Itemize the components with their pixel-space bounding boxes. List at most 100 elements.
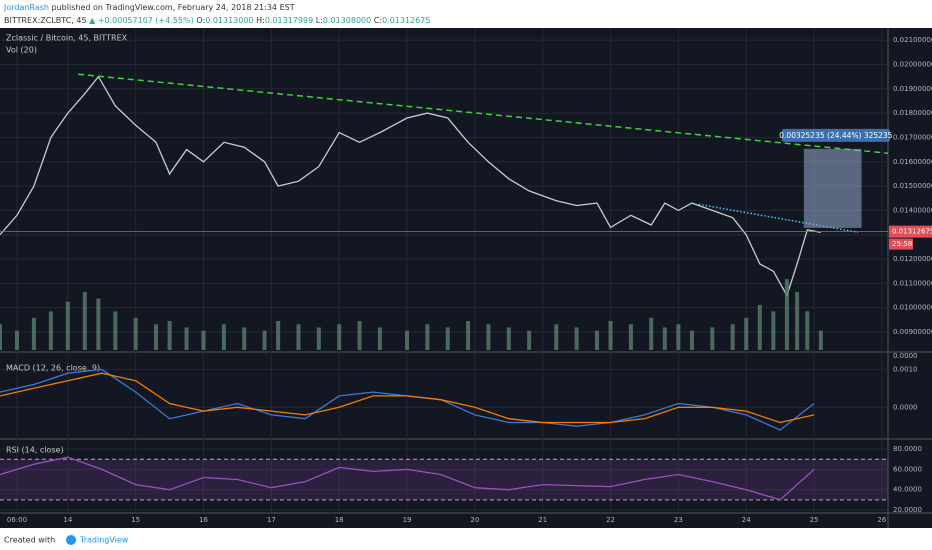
x-tick-label: 15 — [131, 516, 140, 524]
ohlc-label: C: — [374, 16, 382, 25]
x-tick-label: 19 — [403, 516, 412, 524]
ohlc-value: 0.01308000 — [323, 16, 371, 25]
volume-bar — [757, 304, 762, 350]
volume-bar — [818, 330, 823, 350]
ohlc-value: 0.01313000 — [205, 16, 253, 25]
trend-line — [77, 73, 889, 154]
y-tick-label: 0.0000 — [893, 403, 918, 411]
volume-bar — [730, 324, 735, 350]
volume-bar — [96, 298, 101, 350]
volume-bar — [608, 321, 613, 350]
ohlc-value: 0.01317999 — [265, 16, 313, 25]
y-tick-label: 0.02100000 — [893, 36, 932, 44]
volume-bar — [574, 327, 579, 350]
volume-bar — [154, 324, 159, 350]
y-tick-label: 0.01900000 — [893, 85, 932, 93]
volume-bar — [316, 327, 321, 350]
series-line — [0, 456, 815, 501]
volume-bar — [662, 327, 667, 350]
y-tick-label: 0.01800000 — [893, 109, 932, 117]
volume-bar — [628, 324, 633, 350]
volume-bar — [486, 324, 491, 350]
volume-bar — [425, 324, 430, 350]
last-price-label: 0.01312675 — [892, 228, 932, 236]
volume-bar — [184, 327, 189, 350]
countdown-bg — [889, 238, 913, 250]
band-fill — [0, 459, 888, 500]
y-tick-label: 0.0010 — [893, 365, 918, 373]
y-tick-label: 60.0000 — [893, 465, 922, 473]
volume-bar — [262, 330, 267, 350]
volume-bar — [48, 311, 53, 350]
x-tick-label: 22 — [606, 516, 615, 524]
volume-bar — [744, 317, 749, 350]
x-tick-label: 21 — [538, 516, 547, 524]
volume-bar — [795, 292, 800, 350]
change: +0.00057107 (+4.55%) — [98, 16, 194, 25]
x-tick-label: 20 — [470, 516, 479, 524]
y-tick-label: 0.01400000 — [893, 206, 932, 214]
x-tick-label: 24 — [742, 516, 751, 524]
y-tick-label: 0.01100000 — [893, 279, 932, 287]
ohlc-label: H: — [256, 16, 265, 25]
ohlc-label: O: — [196, 16, 205, 25]
author: JordanRash — [3, 3, 49, 12]
x-tick-label: 14 — [63, 516, 72, 524]
volume-bar — [405, 330, 410, 350]
brand-icon — [66, 535, 76, 545]
y-tick-label: 0.01700000 — [893, 133, 932, 141]
volume-bar — [0, 324, 2, 350]
series-line — [0, 372, 815, 424]
volume-bar — [554, 324, 559, 350]
countdown-label: 25:58 — [892, 240, 912, 248]
y2-tick-label: 0.0000 — [893, 352, 918, 360]
last-price-bg — [889, 225, 932, 238]
x-tick-label: 18 — [335, 516, 344, 524]
y-tick-label: 20.0000 — [893, 506, 922, 514]
y-tick-label: 80.0000 — [893, 445, 922, 453]
x-tick-label: 17 — [267, 516, 276, 524]
symbol: BITTREX:ZCLBTC, 45 — [4, 16, 87, 25]
y-tick-label: 0.01200000 — [893, 255, 932, 263]
volume-bar — [466, 321, 471, 350]
volume-bar — [221, 324, 226, 350]
ohlc-label: L: — [316, 16, 323, 25]
volume-bar — [82, 292, 87, 350]
x-tick-label: 26 — [877, 516, 886, 524]
volume-bar — [377, 327, 382, 350]
y-tick-label: 0.01000000 — [893, 304, 932, 312]
volume-bar — [506, 327, 511, 350]
y-tick-label: 40.0000 — [893, 486, 922, 494]
x-tick-label: 16 — [199, 516, 208, 524]
footer-text: Created with — [4, 536, 55, 545]
x-tick-label: 25 — [810, 516, 819, 524]
volume-bar — [805, 311, 810, 350]
measure-box — [803, 148, 862, 228]
up-arrow: ▲ — [89, 16, 96, 25]
header-line-2: BITTREX:ZCLBTC, 45 ▲ +0.00057107 (+4.55%… — [4, 16, 430, 25]
volume-bar — [527, 330, 532, 350]
y-tick-label: 0.01600000 — [893, 158, 932, 166]
volume-bar — [594, 330, 599, 350]
x-tick-label: 23 — [674, 516, 683, 524]
footer-brand[interactable]: TradingView — [79, 536, 129, 545]
y-tick-label: 0.01500000 — [893, 182, 932, 190]
ohlc-value: 0.01312675 — [382, 16, 430, 25]
volume-bar — [113, 311, 118, 350]
pane-title: MACD (12, 26, close, 9) — [6, 364, 100, 373]
volume-bar — [710, 327, 715, 350]
volume-bar — [357, 321, 362, 350]
measure-label-bg — [781, 128, 890, 142]
header-line-1: JordanRash published on TradingView.com,… — [3, 3, 295, 12]
volume-bar — [133, 317, 138, 350]
volume-bar — [31, 317, 36, 350]
y-tick-label: 0.00900000 — [893, 328, 932, 336]
x-tick-label: 06:00 — [7, 516, 27, 524]
volume-bar — [445, 327, 450, 350]
volume-bar — [689, 330, 694, 350]
pane-title: RSI (14, close) — [6, 446, 64, 455]
pane-title: Zclassic / Bitcoin, 45, BITTREX — [6, 34, 128, 43]
volume-bar — [14, 330, 19, 350]
volume-bar — [242, 327, 247, 350]
